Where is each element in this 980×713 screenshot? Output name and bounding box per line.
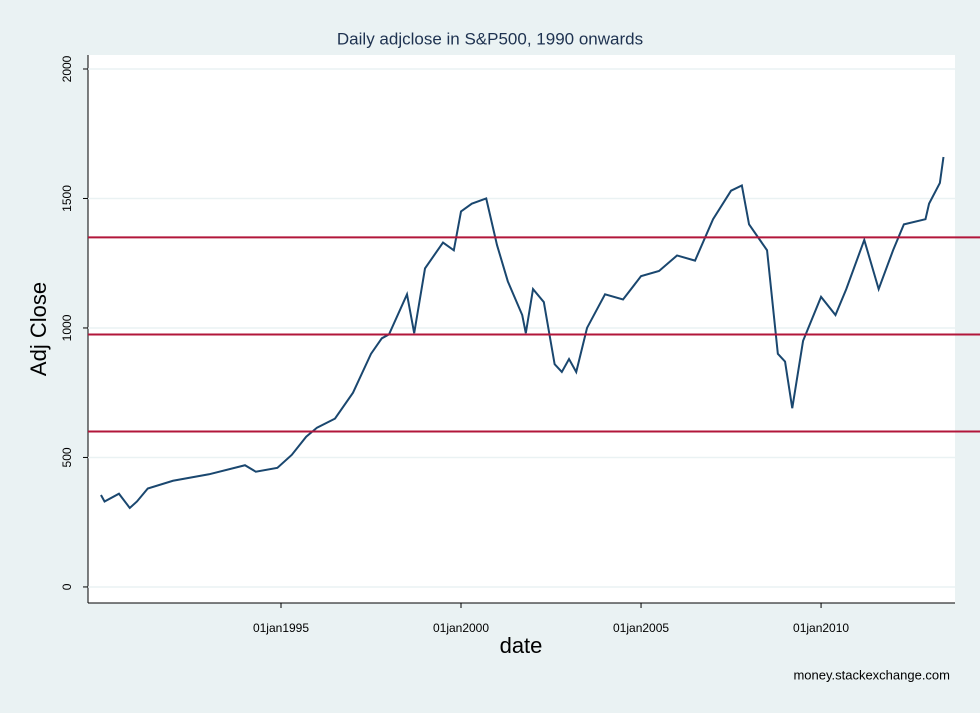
plot-area [88, 55, 955, 603]
note: money.stackexchange.com [793, 667, 950, 682]
y-axis-title: Adj Close [26, 282, 51, 376]
series-line [100, 156, 945, 510]
x-tick-label: 01jan1995 [253, 621, 309, 635]
y-tick-label: 1500 [60, 185, 74, 212]
x-tick-label: 01jan2010 [793, 621, 849, 635]
x-axis-title: date [500, 633, 543, 658]
y-tick-label: 2000 [60, 55, 74, 82]
chart-title: Daily adjclose in S&P500, 1990 onwards [337, 29, 643, 48]
y-tick-label: 500 [60, 447, 74, 467]
y-tick-label: 1000 [60, 314, 74, 341]
x-tick-label: 01jan2005 [613, 621, 669, 635]
y-tick-label: 0 [60, 583, 74, 590]
x-tick-label: 01jan2000 [433, 621, 489, 635]
